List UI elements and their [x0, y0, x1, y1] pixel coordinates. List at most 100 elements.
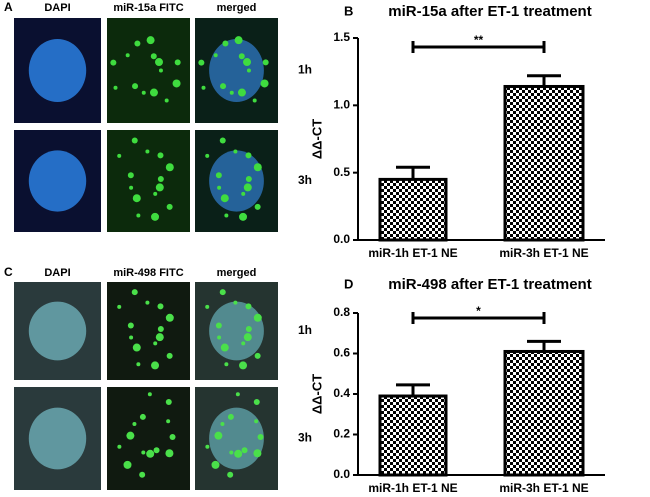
nucleus	[28, 301, 87, 361]
fitc-dot	[136, 213, 141, 218]
chart-title: miR-15a after ET-1 treatment	[388, 3, 591, 20]
fitc-dot	[166, 203, 173, 210]
column-header: merged	[217, 2, 257, 14]
fitc-dot	[254, 352, 261, 359]
fitc-dot	[245, 175, 252, 182]
fitc-dot	[153, 341, 158, 346]
fitc-dot	[253, 163, 262, 172]
fitc-dot	[257, 434, 264, 441]
column-header: DAPI	[44, 267, 70, 279]
column-header: merged	[217, 267, 257, 279]
significance-label: **	[474, 33, 484, 47]
fitc-dot	[253, 313, 262, 322]
fitc-dot	[146, 449, 155, 458]
fitc-dot	[164, 98, 169, 103]
fitc-dot	[217, 335, 222, 340]
fitc-dot	[243, 183, 252, 192]
fitc-dot	[214, 431, 223, 440]
fitc-dot	[132, 343, 141, 352]
bar	[378, 394, 448, 477]
fitc-dot	[127, 322, 134, 329]
nucleus	[209, 39, 264, 102]
fitc-dot	[229, 450, 234, 455]
error-bar	[527, 74, 561, 87]
fitc-dot	[158, 68, 163, 73]
bar	[503, 349, 585, 477]
fitc-dot	[141, 90, 146, 95]
nucleus	[28, 407, 87, 470]
fitc-dot	[241, 341, 246, 346]
fitc-dot	[213, 53, 218, 58]
fitc-dot	[234, 36, 243, 45]
fitc-dot	[227, 413, 234, 420]
fitc-dot	[113, 85, 118, 90]
fitc-dot	[117, 444, 122, 449]
y-tick-label: 0.0	[333, 232, 350, 246]
fitc-dot	[157, 303, 164, 310]
fitc-dot	[139, 413, 146, 420]
fitc-dot	[132, 83, 139, 90]
fitc-dot	[139, 471, 146, 478]
fitc-dot	[211, 460, 220, 469]
fitc-dot	[245, 326, 252, 333]
fitc-dot	[245, 152, 252, 159]
fitc-dot	[254, 203, 261, 210]
fitc-dot	[217, 185, 222, 190]
fitc-dot	[215, 172, 222, 179]
fitc-dot	[219, 289, 226, 296]
row-label: 3h	[298, 173, 312, 187]
micrograph	[107, 18, 190, 123]
fitc-dot	[224, 362, 229, 367]
fitc-dot	[157, 326, 164, 333]
fitc-dot	[219, 137, 226, 144]
fitc-dot	[252, 98, 257, 103]
fitc-dot	[165, 313, 174, 322]
fitc-dot	[253, 449, 262, 458]
fitc-dot	[126, 431, 135, 440]
fitc-dot	[150, 53, 157, 60]
fitc-dot	[229, 90, 234, 95]
fitc-dot	[237, 88, 246, 97]
fitc-dot	[149, 88, 158, 97]
y-tick-label: 0.5	[333, 165, 350, 179]
column-header: DAPI	[44, 2, 70, 14]
panel-label: C	[4, 265, 13, 279]
fitc-dot	[151, 361, 160, 370]
fitc-dot	[241, 447, 248, 454]
fitc-dot	[153, 447, 160, 454]
fitc-dot	[222, 40, 229, 47]
y-tick-label: 0.8	[333, 305, 350, 319]
significance-label: *	[476, 304, 481, 318]
fitc-dot	[233, 149, 238, 154]
fitc-dot	[235, 392, 240, 397]
fitc-dot	[165, 399, 172, 406]
fitc-dot	[241, 191, 246, 196]
x-tick-label: miR-3h ET-1 NE	[499, 246, 588, 260]
y-axis-label: ΔΔ-CT	[309, 374, 324, 414]
fitc-dot	[132, 422, 137, 427]
x-tick-label: miR-1h ET-1 NE	[368, 246, 457, 260]
fitc-dot	[145, 300, 150, 305]
fitc-dot	[253, 399, 260, 406]
fitc-dot	[146, 36, 155, 45]
fitc-dot	[131, 289, 138, 296]
micrograph	[107, 130, 190, 232]
fitc-dot	[155, 183, 164, 192]
fitc-dot	[220, 343, 229, 352]
fitc-dot	[169, 434, 176, 441]
fitc-dot	[166, 419, 171, 424]
fitc-dot	[239, 361, 248, 370]
fitc-dot	[129, 335, 134, 340]
error-bar	[527, 339, 561, 352]
y-tick-label: 0.2	[333, 427, 350, 441]
fitc-dot	[198, 59, 205, 66]
fitc-dot	[234, 449, 243, 458]
fitc-dot	[166, 352, 173, 359]
y-axis-label: ΔΔ-CT	[309, 119, 324, 159]
fitc-dot	[153, 191, 158, 196]
fitc-dot	[205, 304, 210, 309]
y-tick-label: 0.0	[333, 467, 350, 481]
panel-label: A	[4, 0, 13, 14]
fitc-dot	[239, 212, 248, 221]
nucleus	[28, 39, 87, 102]
